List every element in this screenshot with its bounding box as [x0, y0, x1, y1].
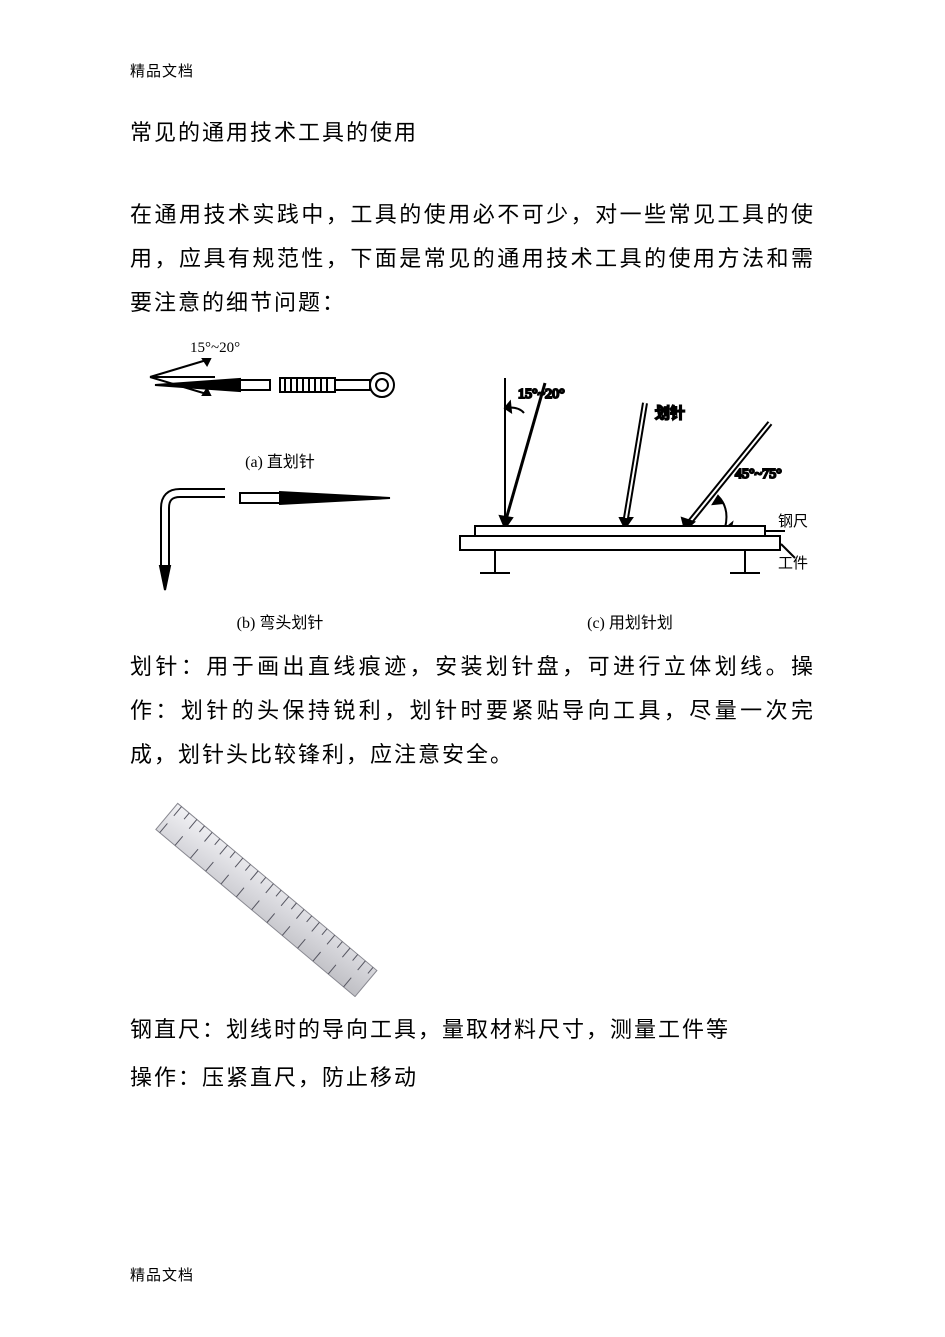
caption-a: (a) 直划针: [130, 448, 430, 472]
steel-ruler-figure: [130, 787, 815, 1002]
scriber-b-svg: [130, 478, 430, 598]
scriber-right-column: 15°~20° 划针: [450, 368, 810, 639]
label-scriber: 划针: [655, 405, 685, 422]
ruler-paragraph-1: 钢直尺：划线时的导向工具，量取材料尺寸，测量工件等: [130, 1008, 815, 1052]
scriber-a-svg: 15°~20°: [130, 337, 430, 437]
footer-mark: 精品文档: [130, 1264, 194, 1285]
page-title: 常见的通用技术工具的使用: [130, 115, 815, 147]
label-work: 工件: [778, 555, 808, 572]
label-ruler: 钢尺: [778, 513, 808, 530]
scriber-paragraph: 划针：用于画出直线痕迹，安装划针盘，可进行立体划线。操作：划针的头保持锐利，划针…: [130, 645, 815, 777]
scriber-left-column: 15°~20°: [130, 337, 430, 639]
header-mark: 精品文档: [130, 60, 815, 81]
caption-c: (c) 用划针划: [450, 609, 810, 633]
scriber-c-svg: 15°~20° 划针: [450, 368, 810, 598]
ruler-paragraph-2: 操作：压紧直尺，防止移动: [130, 1056, 815, 1100]
caption-b: (b) 弯头划针: [130, 609, 430, 633]
angle-a-label: 15°~20°: [190, 340, 240, 356]
angle-c-left: 15°~20°: [518, 387, 565, 402]
angle-c-right: 45°~75°: [735, 467, 782, 482]
steel-ruler-svg: [130, 787, 390, 997]
document-page: 精品文档 常见的通用技术工具的使用 在通用技术实践中，工具的使用必不可少，对一些…: [0, 0, 945, 1337]
scriber-figure: 15°~20°: [130, 337, 815, 639]
intro-paragraph: 在通用技术实践中，工具的使用必不可少，对一些常见工具的使用，应具有规范性，下面是…: [130, 193, 815, 325]
